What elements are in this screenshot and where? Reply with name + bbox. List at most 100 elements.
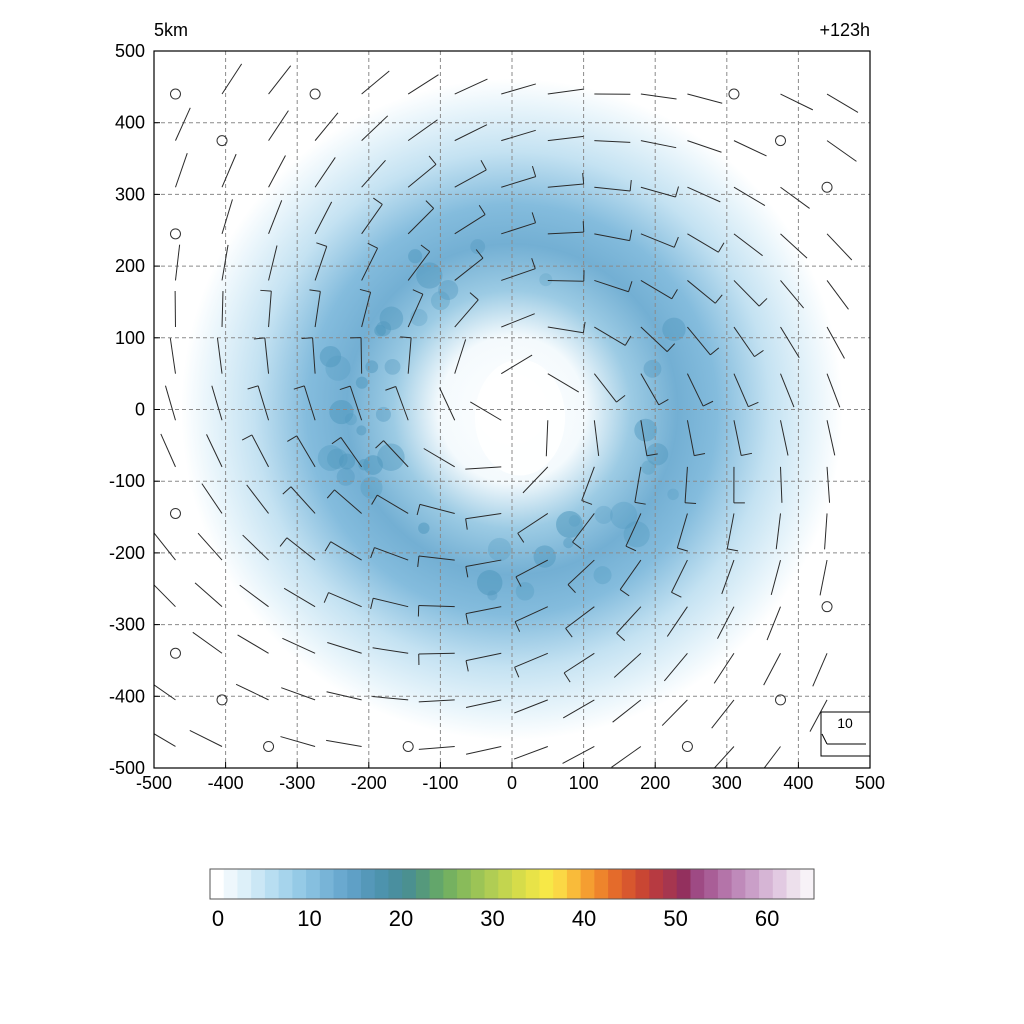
wind-barb xyxy=(407,251,431,281)
wind-barb xyxy=(326,691,362,701)
convective-cell xyxy=(356,425,367,436)
wind-barb xyxy=(221,291,224,328)
wind-barb xyxy=(201,483,223,514)
wind-barb-feather xyxy=(371,494,378,505)
wind-barb xyxy=(640,280,673,300)
convective-cell xyxy=(539,273,553,287)
convective-cell xyxy=(377,443,405,471)
colorbar-swatch xyxy=(347,869,362,899)
wind-barb xyxy=(514,606,549,623)
convective-cell xyxy=(438,279,459,301)
wind-barb xyxy=(395,386,409,421)
wind-barb xyxy=(713,746,735,768)
colorbar-swatch xyxy=(676,869,692,899)
wind-barb xyxy=(572,513,595,543)
wind-barb xyxy=(268,110,289,141)
colorbar-swatch xyxy=(223,869,239,899)
x-tick-label: 400 xyxy=(783,773,813,793)
wind-barb xyxy=(251,434,270,468)
wind-barb-feather xyxy=(702,400,714,407)
wind-barbs xyxy=(154,63,859,768)
wind-barb xyxy=(465,559,502,567)
calm-circle xyxy=(216,694,228,706)
wind-barb xyxy=(501,83,536,95)
convective-cell xyxy=(641,460,656,475)
wind-barb xyxy=(616,606,642,634)
wind-barb xyxy=(281,687,316,701)
convective-cell xyxy=(556,511,583,538)
wind-barb xyxy=(454,169,487,188)
wind-barb-feather xyxy=(619,589,630,597)
wind-barb-feather xyxy=(658,398,669,406)
wind-barb-feather xyxy=(514,621,521,632)
wind-barb xyxy=(733,326,755,357)
wind-barb xyxy=(330,541,362,561)
convective-cell xyxy=(418,522,430,534)
wind-barb xyxy=(372,647,409,654)
wind-barb xyxy=(470,401,502,421)
wind-barb xyxy=(634,466,642,503)
wind-barb xyxy=(466,746,502,755)
colorbar-swatch xyxy=(800,869,815,899)
x-tick-label: 300 xyxy=(712,773,742,793)
y-tick-label: 200 xyxy=(115,256,145,276)
calm-circle xyxy=(402,740,414,752)
wind-barb xyxy=(501,313,535,328)
colorbar-tick-label: 0 xyxy=(212,906,224,931)
y-tick-label: 400 xyxy=(115,113,145,133)
wind-barb xyxy=(454,124,488,142)
convective-cell xyxy=(667,488,679,501)
wind-barb-feather xyxy=(582,321,586,333)
colorbar-swatch xyxy=(594,869,609,899)
wind-barb-feather xyxy=(531,212,537,223)
wind-barb xyxy=(547,135,584,142)
colorbar-swatch xyxy=(553,869,568,899)
wind-barb xyxy=(340,437,363,468)
wind-barb xyxy=(763,746,781,768)
wind-barb-feather xyxy=(253,337,265,340)
wind-barb xyxy=(175,107,191,141)
wind-barb xyxy=(407,119,438,142)
wind-barb xyxy=(686,373,704,407)
y-tick-label: -100 xyxy=(109,471,145,491)
wind-barb xyxy=(361,204,383,235)
wind-barb xyxy=(547,183,584,188)
colorbar-swatch xyxy=(402,869,417,899)
wind-barb xyxy=(826,420,836,456)
wind-barb xyxy=(454,299,479,328)
wind-barb xyxy=(687,93,723,104)
convective-cell xyxy=(336,467,355,486)
wind-barb xyxy=(687,233,719,253)
colorbar-swatch xyxy=(237,869,252,899)
wind-barb xyxy=(283,587,316,608)
wind-barb xyxy=(809,699,828,732)
wind-barb xyxy=(501,176,536,188)
wind-key-label: 10 xyxy=(837,715,853,731)
eye-region xyxy=(474,359,566,476)
wind-barb-feather xyxy=(279,537,288,547)
wind-barb-feather xyxy=(741,452,753,457)
wind-barb xyxy=(360,337,363,374)
wind-barb-feather xyxy=(400,336,412,339)
convective-cell xyxy=(365,360,379,374)
wind-barb xyxy=(246,484,269,514)
wind-barb xyxy=(517,513,549,534)
time-label: +123h xyxy=(819,20,870,40)
wind-barb xyxy=(775,513,781,550)
wind-barb-feather xyxy=(416,504,421,516)
wind-barb-feather xyxy=(572,541,582,550)
y-tick-label: 300 xyxy=(115,184,145,204)
x-tick-label: 100 xyxy=(569,773,599,793)
convective-cell xyxy=(317,444,344,471)
colorbar-swatch xyxy=(663,869,678,899)
wind-barb xyxy=(221,153,237,188)
wind-barb-feather xyxy=(666,343,676,352)
wind-barb xyxy=(733,186,766,207)
wind-barb xyxy=(687,140,722,153)
wind-barb xyxy=(826,373,841,408)
wind-barb xyxy=(733,373,749,407)
wind-barb xyxy=(374,547,409,561)
convective-cell xyxy=(329,399,354,425)
wind-barb xyxy=(221,63,243,95)
convective-cell xyxy=(623,521,650,548)
